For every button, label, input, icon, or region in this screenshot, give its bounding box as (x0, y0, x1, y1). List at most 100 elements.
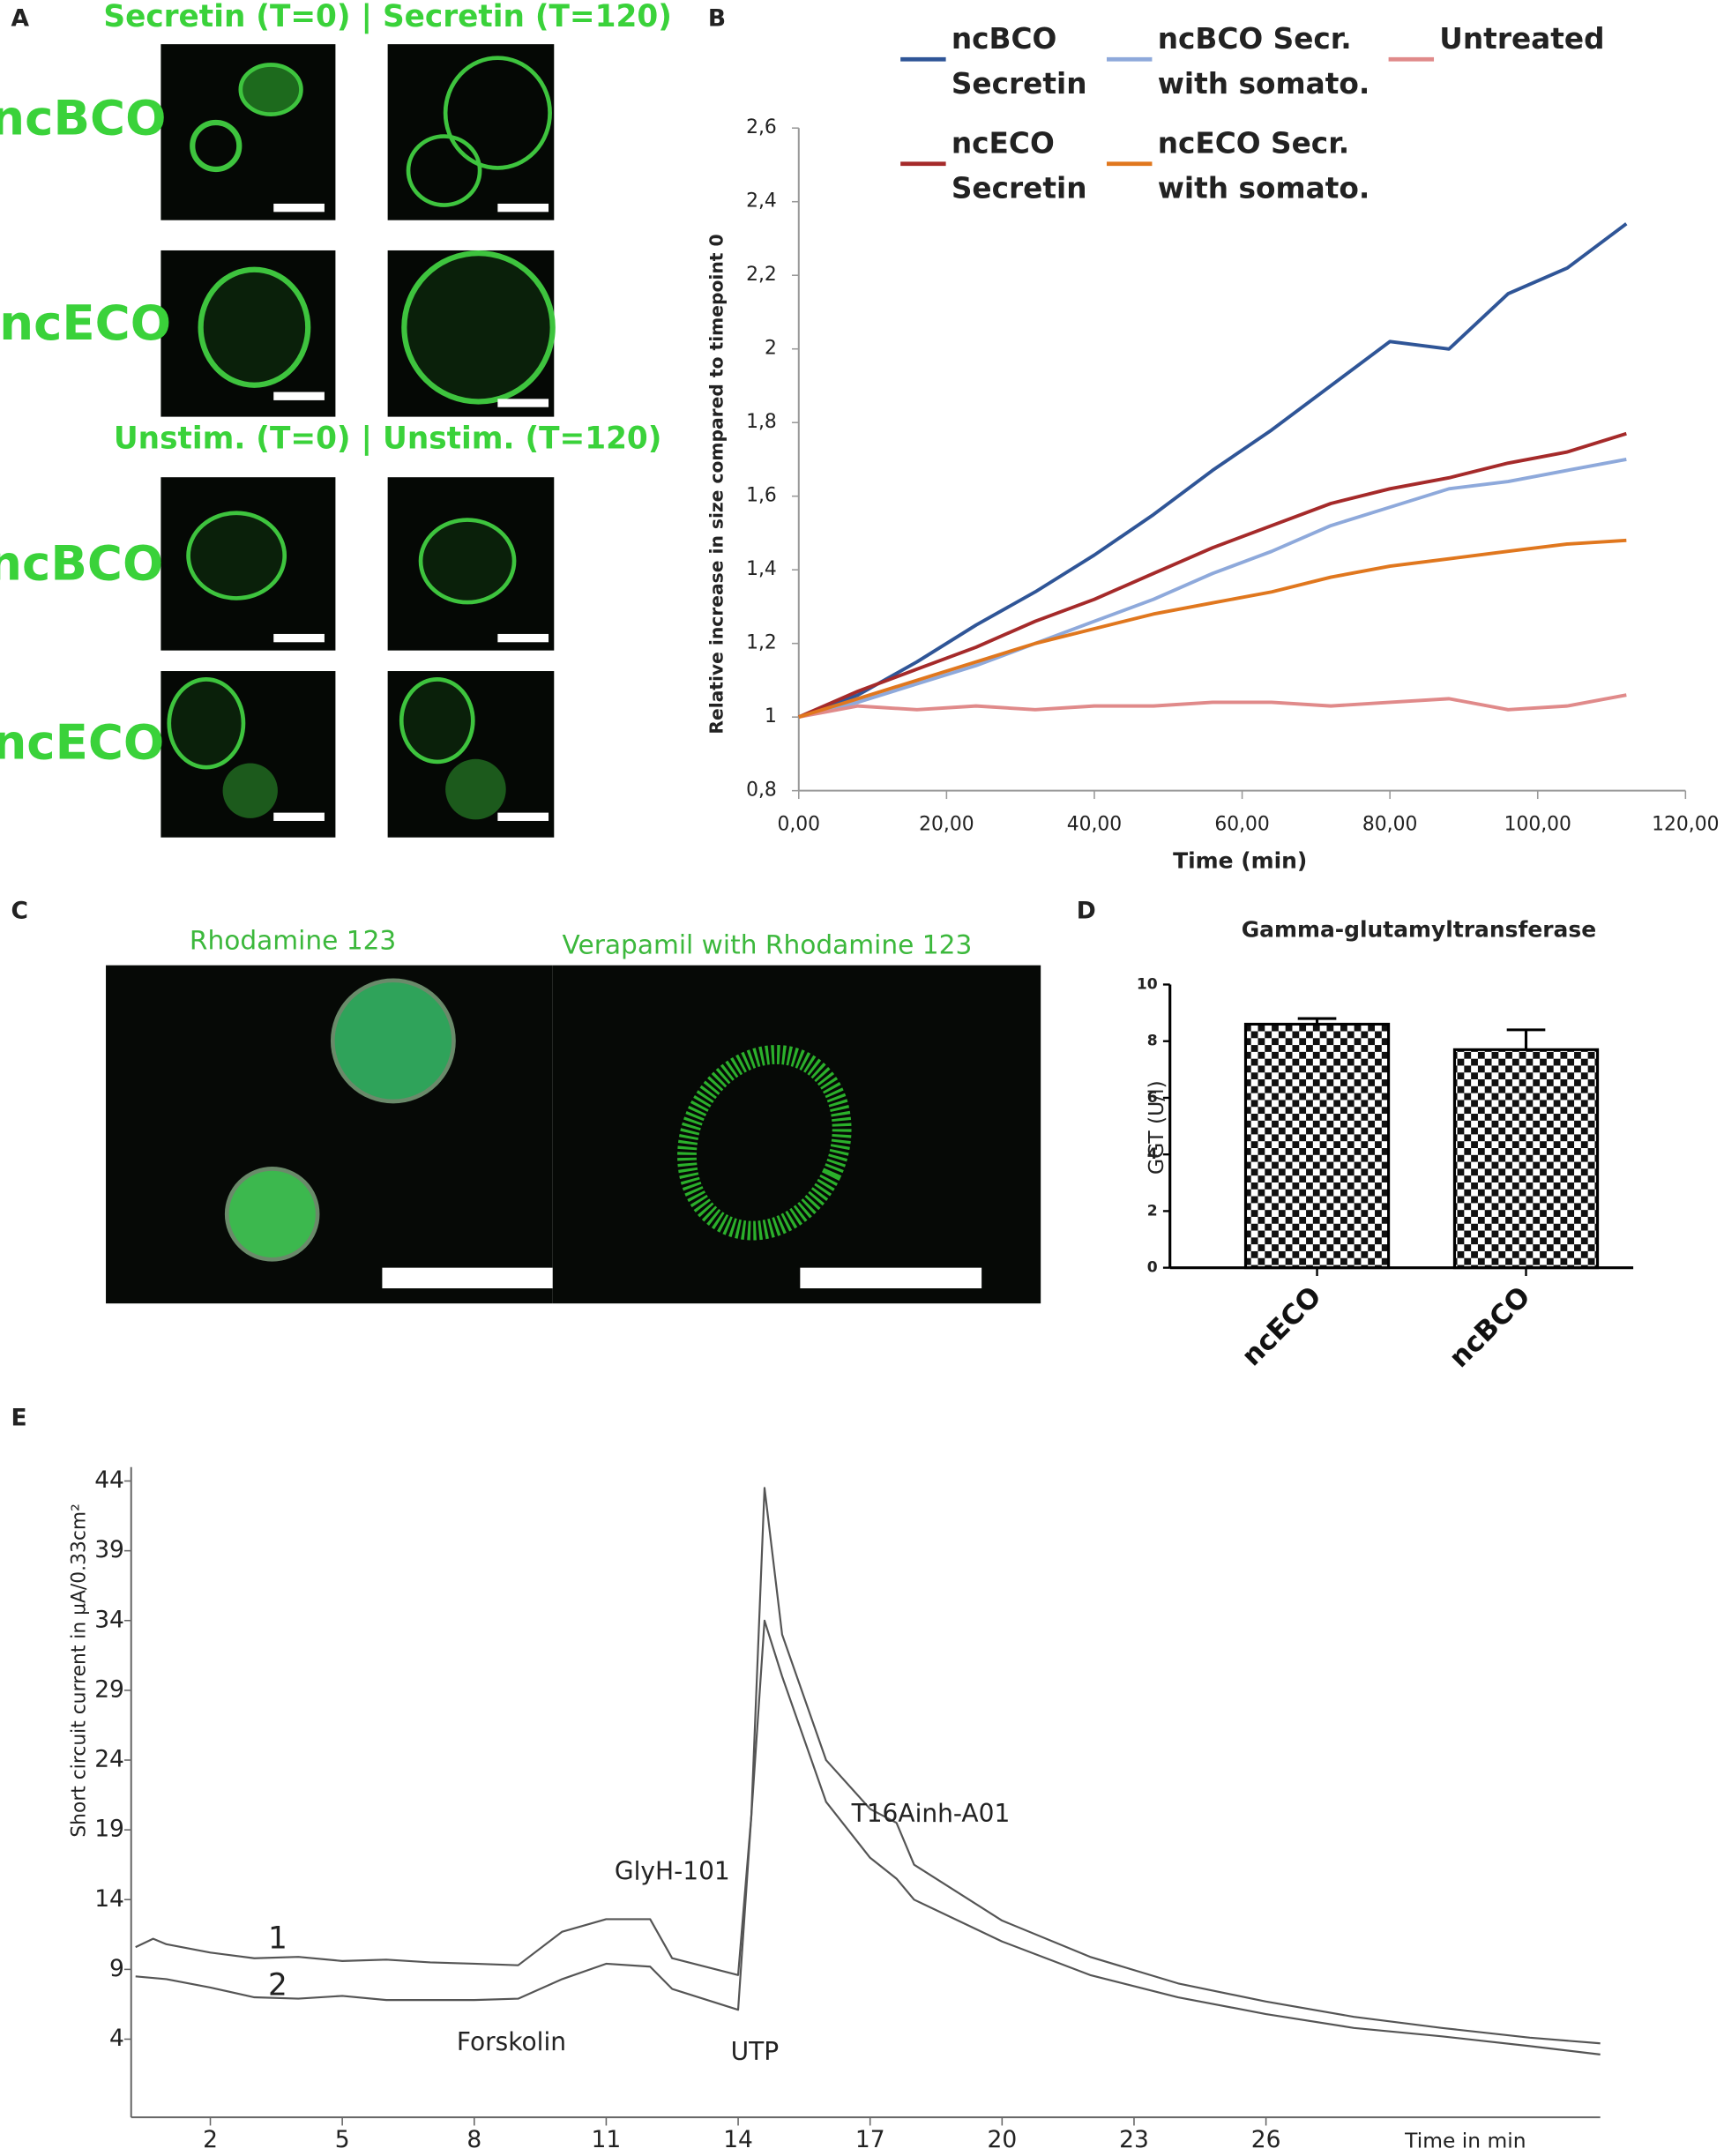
x-axis-label: Time (min) (1173, 848, 1307, 874)
x-tick-label: 20,00 (919, 814, 974, 836)
y-tick-label: 0,8 (746, 780, 777, 802)
legend-item: Untreated (1439, 22, 1605, 56)
series-line (798, 222, 1628, 719)
y-tick-label: 2 (1147, 1202, 1158, 1220)
scale-bar (273, 812, 325, 821)
series-line (798, 458, 1627, 719)
x-tick-label: 100,00 (1504, 814, 1571, 836)
y-axis-label: Relative increase in size compared to ti… (705, 234, 727, 734)
x-tick-label: 5 (335, 2126, 350, 2153)
y-tick-label: 0 (1147, 1259, 1158, 1277)
y-tick-label: 44 (94, 1466, 124, 1494)
y-tick-label: 1 (765, 705, 777, 727)
scale-bar (497, 399, 549, 407)
series-line (798, 431, 1627, 719)
legend-label: ncECO Secretin (951, 126, 1087, 205)
legend-label: Untreated (1439, 22, 1605, 56)
legend-item: ncECO Secretin (951, 126, 1087, 205)
organoid (238, 63, 303, 116)
legend-item: ncBCO Secretin (951, 22, 1087, 101)
y-tick-label: 14 (94, 1885, 124, 1913)
x-tick-label: 14 (723, 2126, 753, 2153)
legend-label: ncECO Secr. with somato. (1157, 126, 1370, 205)
y-tick-label: 19 (94, 1816, 124, 1843)
organoid (401, 250, 556, 405)
image-label: Verapamil with Rhodamine 123 (563, 929, 973, 959)
organoid (399, 677, 475, 765)
series-label: 1 (268, 1921, 287, 1957)
column-header: Unstim. (T=0) | Unstim. (T=120) (114, 422, 662, 457)
micrograph (552, 965, 1041, 1304)
row-label: ncBCO (0, 90, 166, 146)
bar (1452, 1048, 1600, 1270)
y-axis-label: GGT (U/l) (1144, 1080, 1168, 1175)
organoid (677, 1045, 852, 1241)
x-tick-label: 2 (203, 2126, 218, 2153)
y-tick-label: 9 (109, 1955, 124, 1982)
x-tick-label: 23 (1119, 2126, 1149, 2153)
y-tick-label: 4 (109, 2025, 124, 2052)
y-tick-label: 1,8 (746, 411, 777, 433)
organoid (190, 119, 243, 173)
x-axis-label: Time in min (1404, 2129, 1526, 2153)
y-tick-label: 8 (1147, 1033, 1158, 1050)
x-tick-label: 60,00 (1214, 814, 1269, 836)
y-tick-label: 1,6 (746, 485, 777, 507)
row-label: ncECO (0, 713, 164, 770)
scale-bar (497, 203, 549, 213)
organoid (445, 758, 506, 820)
legend-item: ncBCO Secr. with somato. (1158, 22, 1370, 101)
micrographs-a (160, 44, 556, 838)
chart-title: Gamma-glutamyltransferase (1242, 917, 1596, 943)
organoid (443, 56, 552, 170)
organoid (418, 518, 517, 605)
legend-label: ncBCO Secretin (951, 22, 1087, 101)
series-label: 2 (268, 1968, 287, 2003)
annotation: GlyH-101 (615, 1857, 730, 1886)
annotation: T16Ainh-A01 (851, 1799, 1011, 1828)
y-tick-label: 2,2 (746, 264, 777, 286)
scale-bar (273, 203, 325, 213)
scale-bar (273, 392, 325, 400)
x-tick-label: 11 (592, 2126, 622, 2153)
series-line (798, 538, 1627, 719)
series-line (135, 1487, 1601, 2045)
panel-label: A (11, 5, 29, 33)
column-header: Secretin (T=0) | Secretin (T=120) (103, 0, 671, 34)
bar (1243, 1022, 1391, 1270)
row-label: ncBCO (0, 535, 163, 592)
row-label: ncECO (0, 295, 171, 351)
x-tick-label: 26 (1251, 2126, 1281, 2153)
panel-label: C (11, 897, 27, 924)
scale-bar (497, 812, 549, 821)
y-tick-label: 29 (94, 1675, 124, 1703)
organoid (406, 134, 482, 207)
y-tick-label: 24 (94, 1746, 124, 1773)
scale-bar (273, 633, 325, 643)
panel-label: B (708, 5, 726, 33)
panel-label: E (11, 1405, 26, 1432)
x-tick-label: 40,00 (1067, 814, 1122, 836)
organoid (186, 511, 287, 601)
series-line (135, 1619, 1601, 2055)
legend-item: ncECO Secr. with somato. (1157, 126, 1370, 205)
organoid (224, 1167, 320, 1262)
scale-bar (382, 1267, 564, 1289)
y-tick-label: 2 (765, 338, 777, 360)
y-axis-label: Short circuit current in µA/0.33cm² (68, 1503, 90, 1838)
micrographs-c (106, 965, 1041, 1304)
x-tick-label: 120,00 (1652, 814, 1719, 836)
organoid (198, 266, 311, 388)
y-tick-label: 1,4 (746, 558, 777, 580)
x-tick-label: 0,00 (777, 814, 820, 836)
series-line (798, 693, 1627, 720)
scale-bar (497, 633, 549, 643)
y-tick-label: 34 (94, 1606, 124, 1633)
x-tick-label: 20 (987, 2126, 1017, 2153)
annotation: UTP (731, 2037, 780, 2066)
y-tick-label: 10 (1137, 975, 1158, 993)
organoid (167, 677, 246, 770)
y-tick-label: 1,2 (746, 632, 777, 654)
